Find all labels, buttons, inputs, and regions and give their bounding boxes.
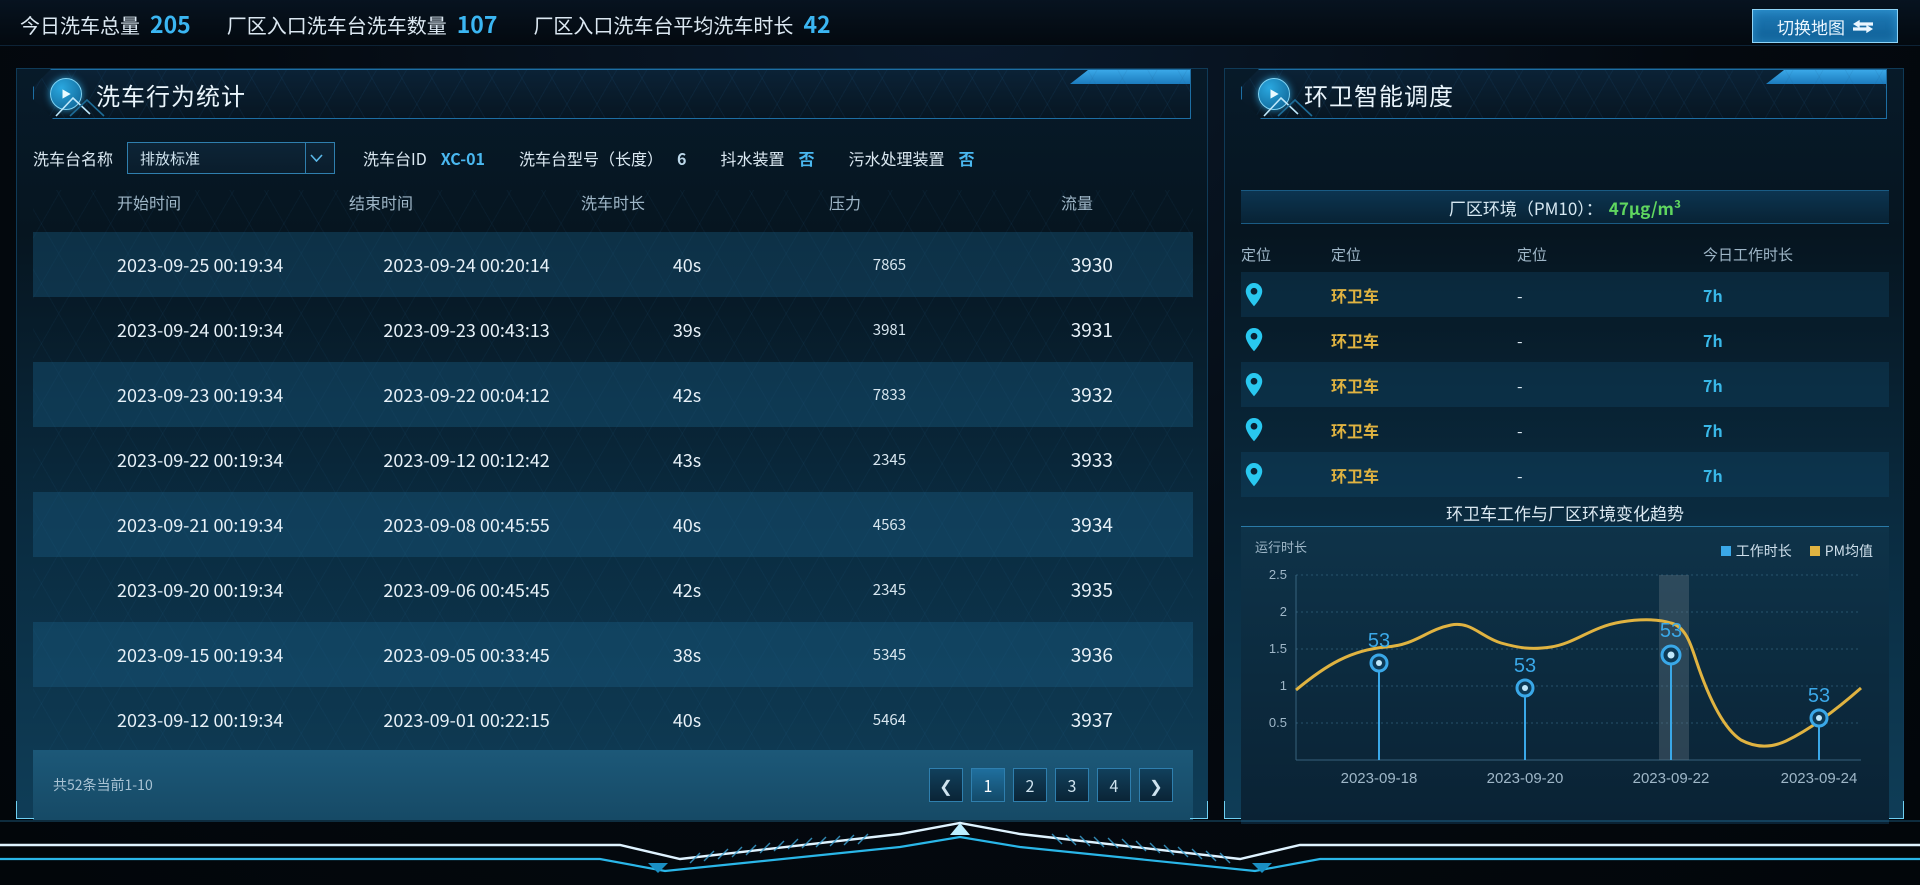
svg-text:0.5: 0.5 [1269,715,1287,730]
svg-text:2023-09-24: 2023-09-24 [1781,770,1858,787]
svg-text:2023-09-22: 2023-09-22 [1633,770,1710,787]
svg-text:1.5: 1.5 [1269,641,1287,656]
svg-text:2.5: 2.5 [1269,567,1287,582]
svg-text:53: 53 [1660,620,1682,642]
svg-text:2: 2 [1280,604,1287,619]
svg-text:2023-09-18: 2023-09-18 [1341,770,1418,787]
svg-text:53: 53 [1368,630,1390,652]
svg-text:53: 53 [1514,655,1536,677]
svg-text:53: 53 [1808,685,1830,707]
svg-text:1: 1 [1280,678,1287,693]
svg-text:2023-09-20: 2023-09-20 [1487,770,1564,787]
